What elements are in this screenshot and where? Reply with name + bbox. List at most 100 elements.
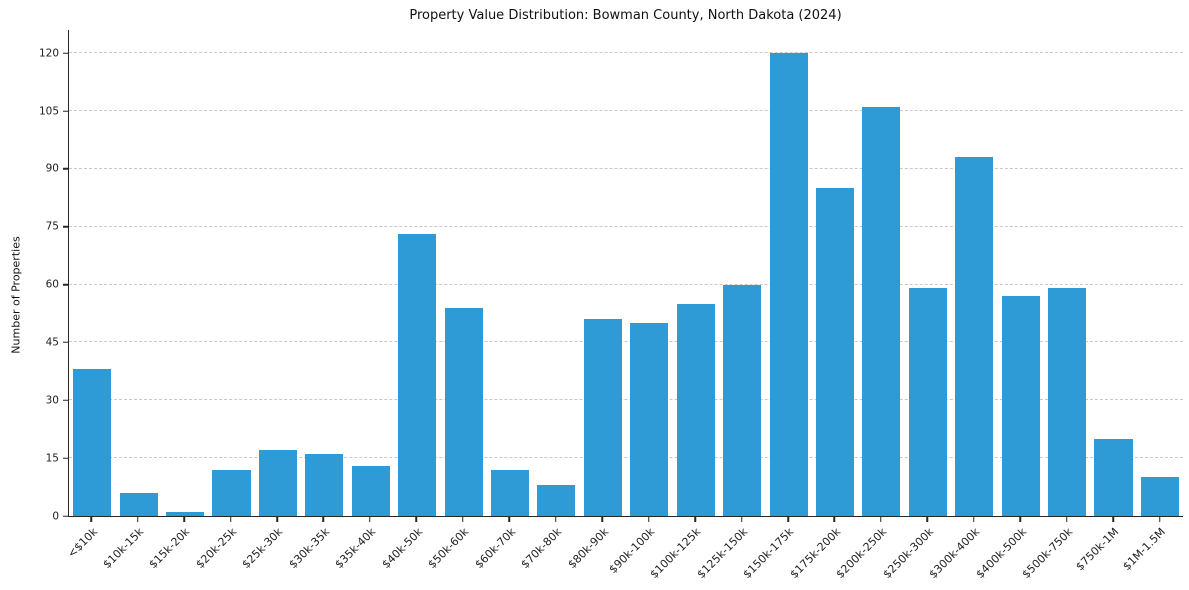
bar-slot (487, 30, 533, 516)
y-tick-label: 45 (45, 336, 59, 349)
bar-<$10k (73, 369, 112, 516)
gridline (69, 167, 1183, 169)
y-tick-mark (63, 341, 69, 344)
x-slot: $250k-300k (880, 517, 950, 589)
bar-$70k-80k (537, 485, 576, 516)
x-tick-mark (1019, 517, 1022, 522)
y-tick-label: 120 (38, 46, 59, 59)
bar-slot (997, 30, 1043, 516)
y-tick-mark (63, 225, 69, 228)
bar-$400k-500k (1001, 296, 1040, 516)
y-tick-label: 90 (45, 162, 59, 175)
gridline (69, 399, 1183, 401)
y-tick-label: 30 (45, 394, 59, 407)
bar-slot (765, 30, 811, 516)
x-tick-mark (926, 517, 929, 522)
y-tick-mark (63, 283, 69, 286)
x-tick-mark (787, 517, 789, 522)
bar-$750k-1M (1094, 438, 1133, 516)
bar-$30k-35k (305, 454, 344, 516)
x-slot: $60k-70k (472, 517, 532, 589)
x-tick-mark (462, 517, 464, 522)
y-tick-mark (63, 110, 69, 112)
x-slot: $1M-1.5M (1120, 517, 1182, 589)
x-slot: $150k-175k (741, 517, 811, 589)
x-tick-mark (833, 517, 836, 522)
x-slot: $80k-90k (565, 517, 625, 589)
y-tick-label: 15 (45, 451, 59, 464)
bar-slot (1044, 30, 1090, 516)
x-slot: $25k-30k (240, 517, 300, 589)
bar-$500k-750k (1048, 288, 1087, 516)
x-tick-mark (973, 517, 975, 522)
gridline (69, 341, 1183, 343)
x-slot: $400k-500k (973, 517, 1043, 589)
x-tick-mark (136, 517, 139, 522)
x-tick-mark (555, 517, 557, 522)
bar-slot (440, 30, 486, 516)
bar-slot (301, 30, 347, 516)
x-slot: <$10k (64, 517, 114, 589)
bar-$90k-100k (630, 323, 669, 516)
bar-slot (255, 30, 301, 516)
y-tick-label: 75 (45, 220, 59, 233)
y-tick-mark (63, 52, 69, 54)
x-slot: $200k-250k (834, 517, 904, 589)
bar-$10k-15k (119, 492, 158, 516)
bar-slot (348, 30, 394, 516)
x-slot: $500k-750k (1020, 517, 1090, 589)
x-axis-labels: <$10k $10k-15k $15k-20k $20k-25k $25k-30k $30… (64, 517, 1183, 589)
x-tick-mark (601, 517, 603, 522)
x-slot: $100k-125k (648, 517, 718, 589)
x-slot: $15k-20k (147, 517, 207, 589)
y-axis-title: Number of Properties (9, 236, 23, 354)
y-tick-mark (63, 457, 69, 459)
bar-slot (162, 30, 208, 516)
x-tick-mark (1065, 517, 1068, 522)
x-slot: $300k-400k (927, 517, 997, 589)
x-tick-mark (369, 517, 371, 522)
x-slot: $50k-60k (426, 517, 486, 589)
x-slot: $750k-1M (1074, 517, 1136, 589)
x-slot: $175k-200k (787, 517, 857, 589)
bar-slot (69, 30, 115, 516)
bar-$250k-300k (908, 288, 947, 516)
x-tick-mark (880, 517, 882, 522)
bar-$1M-1.5M (1140, 477, 1179, 516)
bar-slot (672, 30, 718, 516)
x-tick-mark (1112, 517, 1114, 522)
bar-slot (719, 30, 765, 516)
y-tick-label: 60 (45, 278, 59, 291)
bar-$35k-40k (351, 465, 390, 516)
bar-$25k-30k (258, 450, 297, 516)
x-tick-label: <$10k (64, 525, 100, 561)
bar-$15k-20k (166, 512, 205, 516)
bar-$175k-200k (815, 188, 854, 516)
x-slot: $35k-40k (333, 517, 393, 589)
bar-slot (1137, 30, 1183, 516)
y-tick-label: 0 (52, 509, 59, 522)
x-slot: $30k-35k (286, 517, 346, 589)
bar-slot (208, 30, 254, 516)
bar-slot (394, 30, 440, 516)
x-tick-mark (1158, 517, 1161, 522)
bar-slot (812, 30, 858, 516)
y-tick-label: 105 (38, 104, 59, 117)
gridline (69, 283, 1183, 285)
bar-slot (858, 30, 904, 516)
x-slot: $125k-150k (694, 517, 764, 589)
bar-slot (115, 30, 161, 516)
x-tick-mark (647, 517, 650, 522)
bar-$125k-150k (723, 284, 762, 516)
bar-$20k-25k (212, 469, 251, 516)
bar-$50k-60k (444, 307, 483, 516)
x-tick-mark (183, 517, 185, 522)
x-slot: $90k-100k (606, 517, 671, 589)
bar-$60k-70k (490, 469, 530, 516)
bar-slot (951, 30, 997, 516)
bar-slot (626, 30, 672, 516)
chart-title: Property Value Distribution: Bowman Coun… (409, 8, 842, 23)
y-tick-mark (63, 515, 69, 517)
x-tick-mark (415, 517, 418, 522)
